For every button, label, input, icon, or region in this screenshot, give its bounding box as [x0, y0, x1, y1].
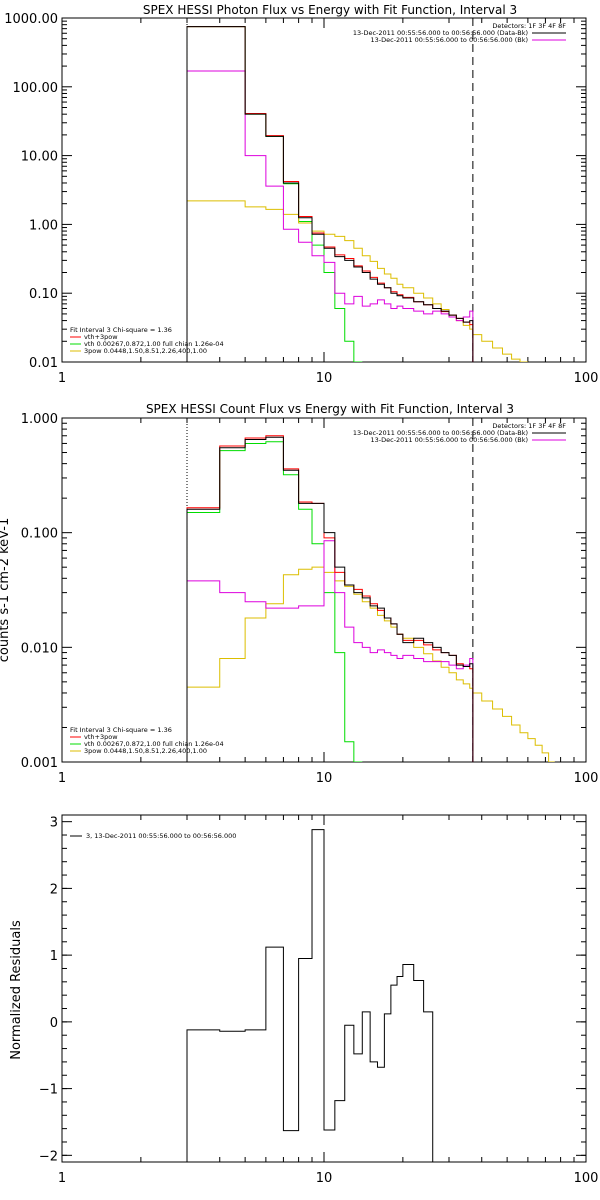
y-tick-label: −1 [39, 1083, 58, 1098]
y-tick-label: 3 [50, 816, 58, 831]
chart-title: SPEX HESSI Photon Flux vs Energy with Fi… [143, 3, 517, 17]
legend-bottom-entry: 3pow 0.0448,1.50,8.51,2.26,400,1.00 [84, 747, 207, 755]
x-tick-label: 10 [316, 371, 333, 386]
x-tick-label: 100 [574, 771, 599, 786]
y-tick-label: 0.100 [21, 527, 58, 542]
x-tick-label: 100 [574, 1171, 599, 1186]
y-tick-label: 1.000 [21, 412, 58, 427]
legend-top-entry: 13-Dec-2011 00:55:56.000 to 00:56:56.000… [371, 36, 529, 44]
y-tick-label: 0 [50, 1016, 58, 1031]
y-tick-label: 0.010 [21, 641, 58, 656]
series-line [186, 540, 474, 762]
residuals-panel: Normalized Residuals 1 10 100 −2 −1 0 1 2 3 3, 13… [9, 814, 599, 1186]
y-tick-label: 100.00 [13, 81, 59, 96]
data-layer [186, 18, 528, 362]
y-tick-label: 2 [50, 882, 58, 897]
legend-top-entry: Detectors: 1F 3F 4F 8F [492, 422, 566, 430]
series-line [186, 200, 528, 362]
series-line [186, 566, 555, 762]
legend-bottom-entry: Fit Interval 3 Chi-square = 1.36 [70, 326, 172, 334]
y-tick-label: 1.00 [29, 218, 58, 233]
series-line [186, 435, 474, 762]
x-tick-label: 1 [58, 771, 66, 786]
count-flux-panel: SPEX HESSI Count Flux vs Energy with Fit… [0, 402, 598, 786]
series-line [186, 26, 474, 362]
series-line [186, 26, 474, 362]
x-tick-label: 1 [58, 1171, 66, 1186]
y-tick-label: 0.001 [21, 756, 58, 771]
x-tick-label: 100 [574, 371, 599, 386]
plot-frame [61, 17, 587, 363]
data-layer [186, 829, 434, 1162]
series-line [186, 26, 363, 362]
series-line [186, 441, 363, 762]
series-line [186, 436, 474, 762]
legend-entry: 3, 13-Dec-2011 00:55:56.000 to 00:56:56.… [86, 832, 236, 840]
y-tick-label: 0.10 [29, 287, 58, 302]
y-tick-label: 1000.00 [4, 12, 58, 27]
legend-bottom-entry: vth+3pow [84, 333, 118, 341]
legend-top-entry: 13-Dec-2011 00:55:56.000 to 00:56:56.000… [353, 429, 528, 437]
y-axis-label: Normalized Residuals [9, 920, 24, 1060]
x-tick-label: 10 [316, 771, 333, 786]
y-tick-label: 0.01 [29, 356, 58, 371]
photon-flux-panel: SPEX HESSI Photon Flux vs Energy with Fi… [4, 3, 598, 386]
y-tick-label: −2 [39, 1149, 58, 1164]
y-tick-label: 1 [50, 949, 58, 964]
y-axis-label: counts s-1 cm-2 keV-1 [0, 518, 12, 663]
legend-bottom-entry: Fit Interval 3 Chi-square = 1.36 [70, 726, 172, 734]
legend-top-entry: Detectors: 1F 3F 4F 8F [492, 22, 566, 30]
legend-bottom-entry: vth 0.00267,0.872,1.00 full chian 1.26e-… [84, 740, 224, 748]
legend-bottom-entry: 3pow 0.0448,1.50,8.51,2.26,400,1.00 [84, 347, 207, 355]
chart-title: SPEX HESSI Count Flux vs Energy with Fit… [146, 402, 514, 416]
series-line [186, 70, 474, 362]
legend-top-entry: 13-Dec-2011 00:55:56.000 to 00:56:56.000… [353, 29, 528, 37]
x-tick-label: 10 [316, 1171, 333, 1186]
series-line [186, 829, 434, 1162]
legend-bottom-entry: vth+3pow [84, 733, 118, 741]
x-tick-label: 1 [58, 371, 66, 386]
legend-top-entry: 13-Dec-2011 00:55:56.000 to 00:56:56.000… [371, 436, 529, 444]
y-tick-label: 10.00 [21, 150, 58, 165]
data-layer [186, 418, 555, 762]
legend-bottom-entry: vth 0.00267,0.872,1.00 full chian 1.26e-… [84, 340, 224, 348]
